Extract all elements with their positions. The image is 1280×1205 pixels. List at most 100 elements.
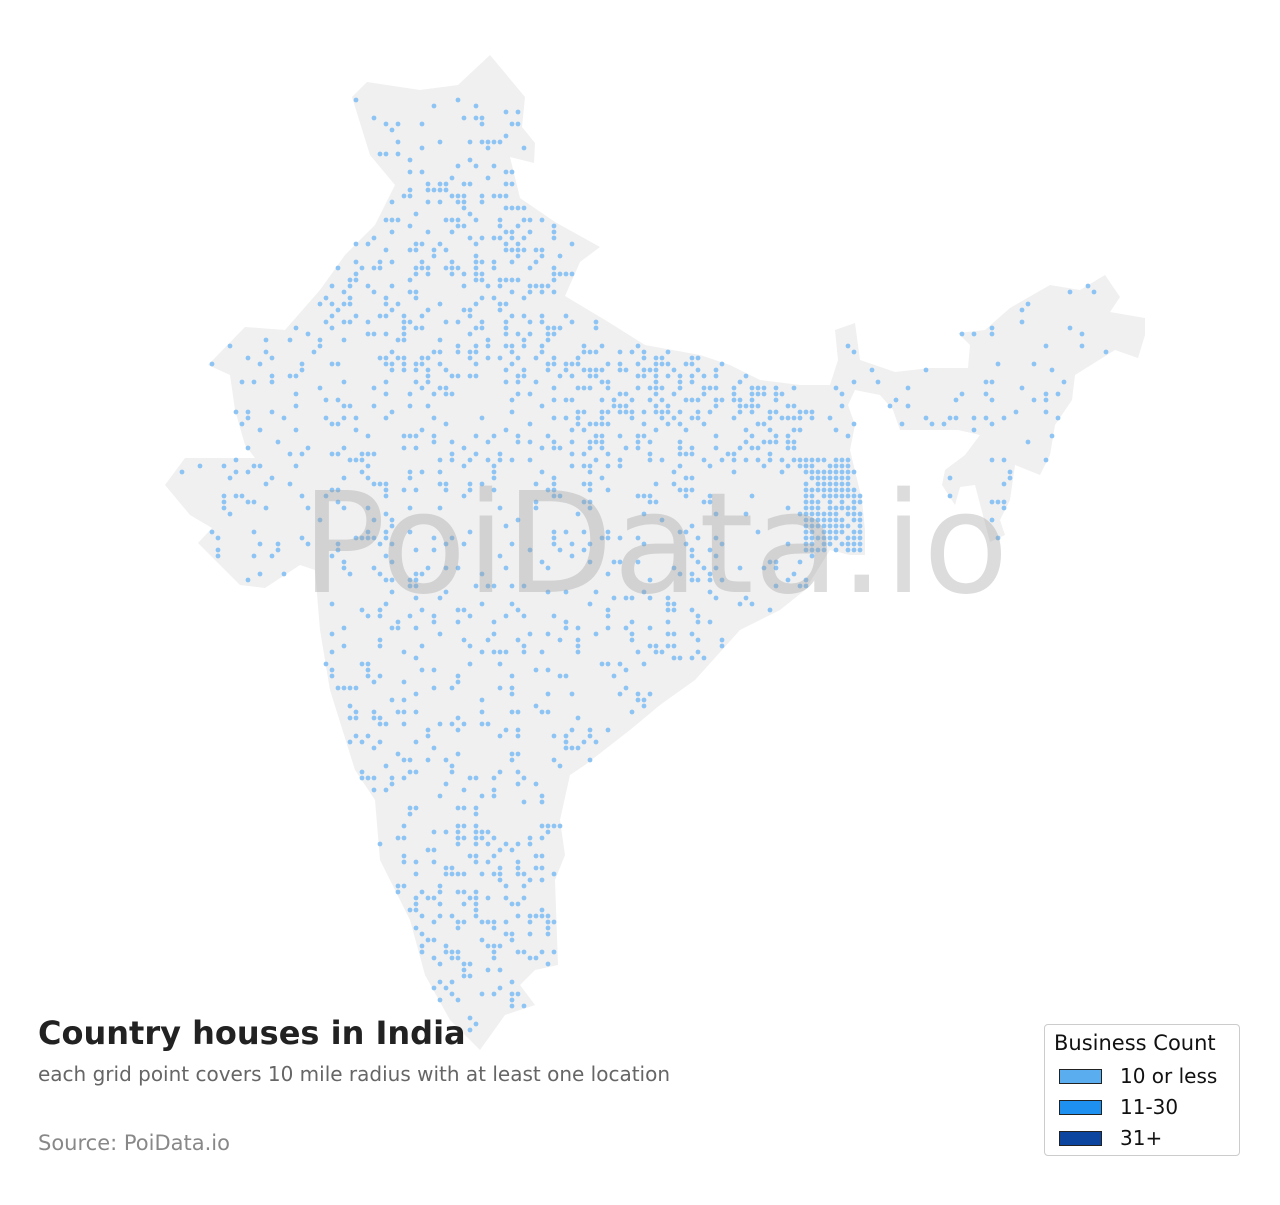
grid-point	[545, 331, 551, 337]
grid-point	[1043, 457, 1049, 463]
grid-point	[647, 691, 653, 697]
grid-point	[515, 439, 521, 445]
grid-point	[677, 385, 683, 391]
grid-point	[449, 259, 455, 265]
grid-point	[797, 511, 803, 517]
grid-point	[479, 571, 485, 577]
grid-point	[221, 505, 227, 511]
legend-label: 10 or less	[1120, 1064, 1218, 1088]
grid-point	[479, 277, 485, 283]
grid-point	[749, 403, 755, 409]
grid-point	[611, 397, 617, 403]
grid-point	[413, 655, 419, 661]
grid-point	[413, 367, 419, 373]
grid-point	[521, 313, 527, 319]
grid-point	[713, 385, 719, 391]
grid-point	[449, 229, 455, 235]
grid-point	[485, 439, 491, 445]
grid-point	[419, 469, 425, 475]
grid-point	[695, 415, 701, 421]
grid-point	[515, 109, 521, 115]
grid-point	[371, 679, 377, 685]
grid-point	[431, 937, 437, 943]
grid-point	[521, 343, 527, 349]
grid-point	[593, 325, 599, 331]
grid-point	[791, 445, 797, 451]
grid-point	[413, 433, 419, 439]
grid-point	[467, 487, 473, 493]
grid-point	[815, 457, 821, 463]
grid-point	[425, 199, 431, 205]
grid-point	[377, 637, 383, 643]
grid-point	[461, 271, 467, 277]
grid-point	[833, 523, 839, 529]
grid-point	[515, 841, 521, 847]
grid-point	[407, 907, 413, 913]
grid-point	[335, 307, 341, 313]
grid-point	[563, 625, 569, 631]
grid-point	[491, 925, 497, 931]
grid-point	[707, 463, 713, 469]
grid-point	[473, 841, 479, 847]
grid-point	[515, 331, 521, 337]
grid-point	[581, 409, 587, 415]
grid-point	[653, 649, 659, 655]
grid-point	[365, 673, 371, 679]
grid-point	[743, 457, 749, 463]
grid-point	[509, 181, 515, 187]
grid-point	[839, 403, 845, 409]
grid-point	[527, 331, 533, 337]
grid-point	[821, 481, 827, 487]
grid-point	[377, 259, 383, 265]
grid-point	[689, 475, 695, 481]
grid-point	[947, 415, 953, 421]
grid-point	[539, 907, 545, 913]
grid-point	[281, 415, 287, 421]
grid-point	[425, 229, 431, 235]
grid-point	[551, 223, 557, 229]
grid-point	[467, 139, 473, 145]
grid-point	[503, 319, 509, 325]
grid-point	[431, 415, 437, 421]
grid-point	[383, 355, 389, 361]
grid-point	[617, 559, 623, 565]
grid-point	[671, 601, 677, 607]
grid-point	[821, 535, 827, 541]
grid-point	[539, 793, 545, 799]
grid-point	[503, 205, 509, 211]
grid-point	[431, 253, 437, 259]
grid-point	[611, 559, 617, 565]
grid-point	[587, 559, 593, 565]
grid-point	[491, 259, 497, 265]
grid-point	[347, 301, 353, 307]
grid-point	[731, 391, 737, 397]
grid-point	[449, 763, 455, 769]
grid-point	[491, 475, 497, 481]
grid-point	[377, 739, 383, 745]
grid-point	[383, 535, 389, 541]
grid-point	[701, 457, 707, 463]
grid-point	[665, 403, 671, 409]
grid-point	[1001, 481, 1007, 487]
grid-point	[431, 685, 437, 691]
grid-point	[785, 463, 791, 469]
grid-point	[779, 391, 785, 397]
grid-point	[413, 571, 419, 577]
grid-point	[599, 433, 605, 439]
grid-point	[1013, 409, 1019, 415]
grid-point	[605, 463, 611, 469]
grid-point	[497, 871, 503, 877]
grid-point	[1007, 469, 1013, 475]
grid-point	[503, 331, 509, 337]
grid-point	[779, 469, 785, 475]
grid-point	[569, 397, 575, 403]
grid-point	[407, 505, 413, 511]
grid-point	[653, 361, 659, 367]
grid-point	[635, 697, 641, 703]
grid-point	[785, 505, 791, 511]
grid-point	[593, 319, 599, 325]
grid-point	[677, 451, 683, 457]
grid-point	[503, 883, 509, 889]
grid-point	[413, 625, 419, 631]
grid-point	[377, 265, 383, 271]
